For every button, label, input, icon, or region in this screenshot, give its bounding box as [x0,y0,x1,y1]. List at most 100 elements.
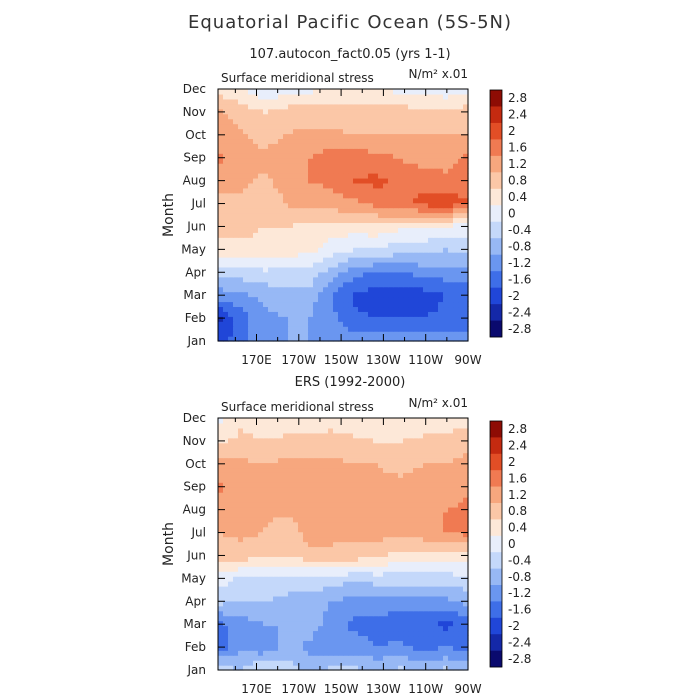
field-cell [238,551,244,557]
field-cell [263,89,269,95]
field-cell [298,650,304,656]
field-cell [333,586,339,592]
field-cell [418,202,424,209]
field-cell [218,237,224,243]
field-cell [358,227,364,233]
field-cell [223,600,229,607]
field-cell [283,590,289,597]
field-cell [363,442,369,449]
field-cell [423,660,429,666]
field-cell [298,326,304,332]
field-cell [238,138,244,144]
field-cell [368,477,374,483]
field-cell [358,187,364,194]
field-cell [293,311,299,317]
field-cell [398,331,404,337]
field-cell [318,173,324,179]
field-cell [258,197,264,204]
field-cell [318,541,324,548]
field-cell [218,158,224,164]
field-cell [303,187,309,194]
field-cell [343,138,349,144]
field-cell [453,581,459,587]
field-cell [373,645,379,651]
field-cell [413,212,419,219]
field-cell [453,442,459,449]
field-cell [453,207,459,214]
field-cell [313,306,319,312]
field-cell [363,546,369,553]
field-cell [223,177,229,184]
field-cell [263,581,269,587]
field-cell [323,291,329,298]
field-cell [298,177,304,184]
field-cell [268,600,274,607]
field-cell [323,296,329,303]
field-cell [218,242,224,248]
field-cell [258,173,264,179]
field-cell [268,133,274,140]
field-cell [223,153,229,159]
field-cell [313,89,319,95]
field-cell [458,98,464,105]
field-cell [228,331,234,337]
field-cell [378,291,384,298]
field-cell [358,457,364,464]
field-cell [228,556,234,562]
field-cell [263,281,269,288]
field-cell [253,492,259,498]
field-cell [333,133,339,140]
field-cell [293,336,299,342]
field-cell [383,497,389,503]
field-cell [408,173,414,179]
field-cell [283,158,289,164]
field-cell [433,600,439,607]
field-cell [353,546,359,553]
field-cell [293,138,299,144]
field-cell [323,452,329,459]
field-cell [378,546,384,553]
field-cell [368,566,374,572]
field-cell [238,232,244,238]
field-cell [383,276,389,283]
field-cell [358,98,364,105]
field-cell [458,581,464,587]
field-cell [363,197,369,204]
field-cell [298,192,304,199]
field-cell [268,153,274,159]
field-cell [313,526,319,533]
field-cell [458,650,464,656]
field-cell [443,227,449,233]
field-cell [308,98,314,105]
field-cell [308,650,314,656]
field-cell [393,482,399,488]
field-cell [218,497,224,503]
field-cell [463,531,469,538]
field-cell [393,133,399,140]
field-cell [413,586,419,592]
field-cell [388,467,394,473]
field-cell [438,497,444,503]
field-cell [338,128,344,135]
field-cell [428,306,434,312]
field-cell [463,541,469,548]
field-cell [433,551,439,557]
field-cell [368,311,374,317]
field-cell [318,511,324,518]
field-cell [408,645,414,651]
field-cell [238,281,244,288]
field-cell [298,281,304,288]
field-cell [248,212,254,219]
field-cell [418,635,424,641]
field-cell [398,148,404,154]
field-cell [303,462,309,469]
field-cell [283,462,289,469]
field-cell [218,321,224,327]
field-cell [433,590,439,597]
field-cell [358,168,364,174]
field-cell [218,311,224,317]
field-cell [323,571,329,577]
field-cell [258,311,264,317]
field-cell [273,556,279,562]
field-cell [258,660,264,666]
